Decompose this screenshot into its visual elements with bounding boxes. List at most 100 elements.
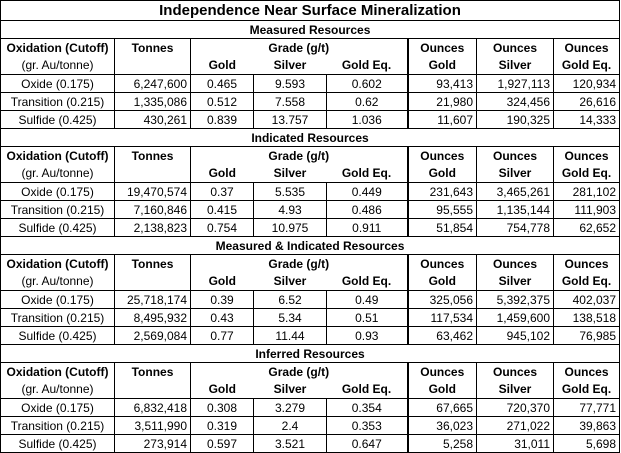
row-label: Sulfide (0.425) bbox=[0, 110, 115, 129]
header-silver: Silver bbox=[253, 272, 327, 291]
cell-ounces-gold: 51,854 bbox=[406, 218, 477, 237]
cell-ounces-gold: 231,643 bbox=[406, 182, 477, 201]
cell-gold-eq-grade: 0.486 bbox=[326, 200, 408, 219]
row-label: Transition (0.215) bbox=[0, 416, 115, 435]
header-ounces-gold: Ounces bbox=[406, 362, 477, 381]
header-ounces-gold-eq-sub: Gold Eq. bbox=[552, 380, 621, 399]
row-label: Oxide (0.175) bbox=[0, 182, 115, 201]
cell-ounces-gold-eq: 26,616 bbox=[552, 92, 621, 111]
cell-ounces-gold-eq: 14,333 bbox=[552, 110, 621, 129]
cell-silver-grade: 5.535 bbox=[253, 182, 327, 201]
cell-ounces-gold: 95,555 bbox=[406, 200, 477, 219]
cell-gold-grade: 0.308 bbox=[190, 398, 254, 417]
section-title: Measured Resources bbox=[0, 20, 621, 39]
cell-silver-grade: 5.34 bbox=[253, 308, 327, 327]
cell-ounces-gold: 67,665 bbox=[406, 398, 477, 417]
header-ounces-silver-sub: Silver bbox=[476, 164, 554, 183]
header-silver: Silver bbox=[253, 380, 327, 399]
cell-gold-grade: 0.43 bbox=[190, 308, 254, 327]
header-gold-eq: Gold Eq. bbox=[326, 272, 408, 291]
header-tonnes-blank bbox=[114, 164, 191, 183]
cell-ounces-gold-eq: 138,518 bbox=[552, 308, 621, 327]
cell-tonnes: 2,138,823 bbox=[114, 218, 191, 237]
cell-gold-grade: 0.37 bbox=[190, 182, 254, 201]
cell-ounces-gold: 325,056 bbox=[406, 290, 477, 309]
header-gold: Gold bbox=[190, 380, 254, 399]
cell-ounces-silver: 271,022 bbox=[476, 416, 554, 435]
cell-ounces-silver: 3,465,261 bbox=[476, 182, 554, 201]
cell-gold-eq-grade: 1.036 bbox=[326, 110, 408, 129]
table-row: Transition (0.215) 3,511,990 0.319 2.4 0.353… bbox=[0, 416, 621, 435]
cell-ounces-gold-eq: 281,102 bbox=[552, 182, 621, 201]
header-row-1: Oxidation (Cutoff) Tonnes Grade (g/t) Ounce… bbox=[0, 38, 621, 57]
header-ounces-gold-eq-sub: Gold Eq. bbox=[552, 56, 621, 75]
cell-gold-grade: 0.319 bbox=[190, 416, 254, 435]
table-row: Sulfide (0.425) 2,138,823 0.754 10.975 0.911… bbox=[0, 218, 621, 237]
row-label: Oxide (0.175) bbox=[0, 290, 115, 309]
cell-tonnes: 2,569,084 bbox=[114, 326, 191, 345]
section-title-row: Measured & Indicated Resources bbox=[0, 236, 621, 255]
cell-gold-grade: 0.77 bbox=[190, 326, 254, 345]
cell-gold-eq-grade: 0.62 bbox=[326, 92, 408, 111]
cell-silver-grade: 11.44 bbox=[253, 326, 327, 345]
cell-ounces-gold-eq: 76,985 bbox=[552, 326, 621, 345]
header-tonnes-blank bbox=[114, 380, 191, 399]
header-ounces-gold-sub: Gold bbox=[406, 164, 477, 183]
header-row-1: Oxidation (Cutoff) Tonnes Grade (g/t) Ounce… bbox=[0, 146, 621, 165]
cell-gold-eq-grade: 0.647 bbox=[326, 434, 408, 453]
cell-silver-grade: 7.558 bbox=[253, 92, 327, 111]
header-ounces-silver: Ounces bbox=[476, 38, 554, 57]
header-grade: Grade (g/t) bbox=[190, 146, 408, 165]
cell-silver-grade: 2.4 bbox=[253, 416, 327, 435]
table-row: Transition (0.215) 8,495,932 0.43 5.34 0.51 1… bbox=[0, 308, 621, 327]
row-label: Transition (0.215) bbox=[0, 308, 115, 327]
cell-ounces-silver: 945,102 bbox=[476, 326, 554, 345]
table-row: Oxide (0.175) 25,718,174 0.39 6.52 0.49 325,0… bbox=[0, 290, 621, 309]
cell-ounces-gold: 21,980 bbox=[406, 92, 477, 111]
cell-tonnes: 25,718,174 bbox=[114, 290, 191, 309]
header-ounces-gold: Ounces bbox=[406, 254, 477, 273]
header-row-2: (gr. Au/tonne) Gold Silver Gold Eq. Gold Silv… bbox=[0, 56, 621, 75]
row-label: Sulfide (0.425) bbox=[0, 326, 115, 345]
row-label: Sulfide (0.425) bbox=[0, 218, 115, 237]
cell-ounces-silver: 720,370 bbox=[476, 398, 554, 417]
cell-tonnes: 8,495,932 bbox=[114, 308, 191, 327]
header-ounces-gold-eq-sub: Gold Eq. bbox=[552, 164, 621, 183]
row-label: Oxide (0.175) bbox=[0, 74, 115, 93]
row-label: Sulfide (0.425) bbox=[0, 434, 115, 453]
header-tonnes: Tonnes bbox=[114, 362, 191, 381]
header-ounces-gold-sub: Gold bbox=[406, 56, 477, 75]
cell-ounces-gold-eq: 402,037 bbox=[552, 290, 621, 309]
cell-silver-grade: 3.521 bbox=[253, 434, 327, 453]
cell-gold-grade: 0.465 bbox=[190, 74, 254, 93]
cell-ounces-gold-eq: 39,863 bbox=[552, 416, 621, 435]
cell-gold-eq-grade: 0.353 bbox=[326, 416, 408, 435]
header-gold-eq: Gold Eq. bbox=[326, 56, 408, 75]
table-row: Transition (0.215) 7,160,846 0.415 4.93 0.48… bbox=[0, 200, 621, 219]
cell-ounces-silver: 31,011 bbox=[476, 434, 554, 453]
section-title: Measured & Indicated Resources bbox=[0, 236, 621, 255]
cell-ounces-silver: 754,778 bbox=[476, 218, 554, 237]
cell-ounces-gold-eq: 5,698 bbox=[552, 434, 621, 453]
header-ounces-gold-eq: Ounces bbox=[552, 362, 621, 381]
header-row-2: (gr. Au/tonne) Gold Silver Gold Eq. Gold Silv… bbox=[0, 272, 621, 291]
cell-ounces-silver: 324,456 bbox=[476, 92, 554, 111]
header-gold-eq: Gold Eq. bbox=[326, 380, 408, 399]
row-label: Transition (0.215) bbox=[0, 92, 115, 111]
header-tonnes-blank bbox=[114, 56, 191, 75]
section-title-row: Indicated Resources bbox=[0, 128, 621, 147]
header-gold: Gold bbox=[190, 164, 254, 183]
cell-ounces-gold: 117,534 bbox=[406, 308, 477, 327]
header-ounces-gold: Ounces bbox=[406, 146, 477, 165]
table-row: Sulfide (0.425) 2,569,084 0.77 11.44 0.93 63,… bbox=[0, 326, 621, 345]
cell-tonnes: 1,335,086 bbox=[114, 92, 191, 111]
cell-gold-eq-grade: 0.449 bbox=[326, 182, 408, 201]
cell-gold-grade: 0.754 bbox=[190, 218, 254, 237]
header-ounces-gold-sub: Gold bbox=[406, 380, 477, 399]
header-ounces-gold-eq: Ounces bbox=[552, 146, 621, 165]
cell-tonnes: 6,247,600 bbox=[114, 74, 191, 93]
cell-silver-grade: 4.93 bbox=[253, 200, 327, 219]
header-gold-eq: Gold Eq. bbox=[326, 164, 408, 183]
table-row: Oxide (0.175) 6,247,600 0.465 9.593 0.602 93,… bbox=[0, 74, 621, 93]
